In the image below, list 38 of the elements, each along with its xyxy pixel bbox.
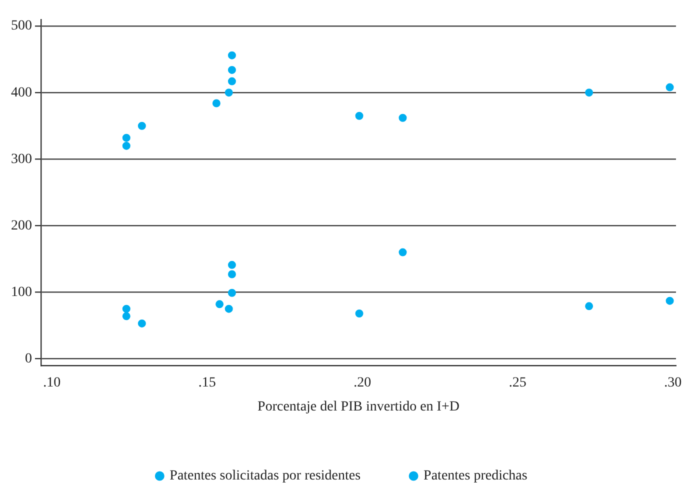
- point: [228, 77, 236, 86]
- point: [212, 99, 220, 108]
- point: [122, 312, 130, 320]
- point: [398, 248, 407, 256]
- point: [355, 310, 364, 318]
- x-tick-label: .20: [354, 375, 372, 390]
- y-tick-label: 200: [11, 218, 32, 234]
- point: [666, 83, 674, 92]
- point: [666, 296, 674, 305]
- y-tick-label: 400: [11, 85, 32, 100]
- y-tick-label: 500: [11, 18, 32, 34]
- point: [122, 142, 130, 150]
- point: [216, 300, 224, 308]
- point: [228, 66, 236, 74]
- x-tick-label: .30: [664, 375, 682, 390]
- y-tick-label: 100: [11, 284, 32, 300]
- point: [228, 270, 236, 278]
- point: [355, 112, 364, 120]
- point: [138, 319, 146, 328]
- legend-label: Patentes solicitadas por residentes: [170, 468, 361, 484]
- point: [585, 302, 594, 310]
- x-axis-title: Porcentaje del PIB invertido en I+D: [258, 399, 460, 414]
- point: [398, 114, 407, 122]
- x-tick-label: .15: [198, 375, 216, 390]
- point: [228, 288, 236, 297]
- point: [228, 260, 236, 269]
- point: [224, 304, 233, 313]
- point: [585, 88, 594, 97]
- point: [224, 88, 233, 97]
- point: [122, 134, 130, 142]
- point: [138, 122, 146, 130]
- point: [228, 51, 236, 60]
- point: [122, 304, 130, 313]
- y-tick-label: 0: [25, 351, 32, 366]
- x-tick-label: .25: [508, 375, 526, 390]
- y-tick-label: 300: [11, 152, 32, 167]
- legend-label: Patentes predichas: [424, 468, 528, 484]
- x-tick-label: .10: [43, 375, 61, 390]
